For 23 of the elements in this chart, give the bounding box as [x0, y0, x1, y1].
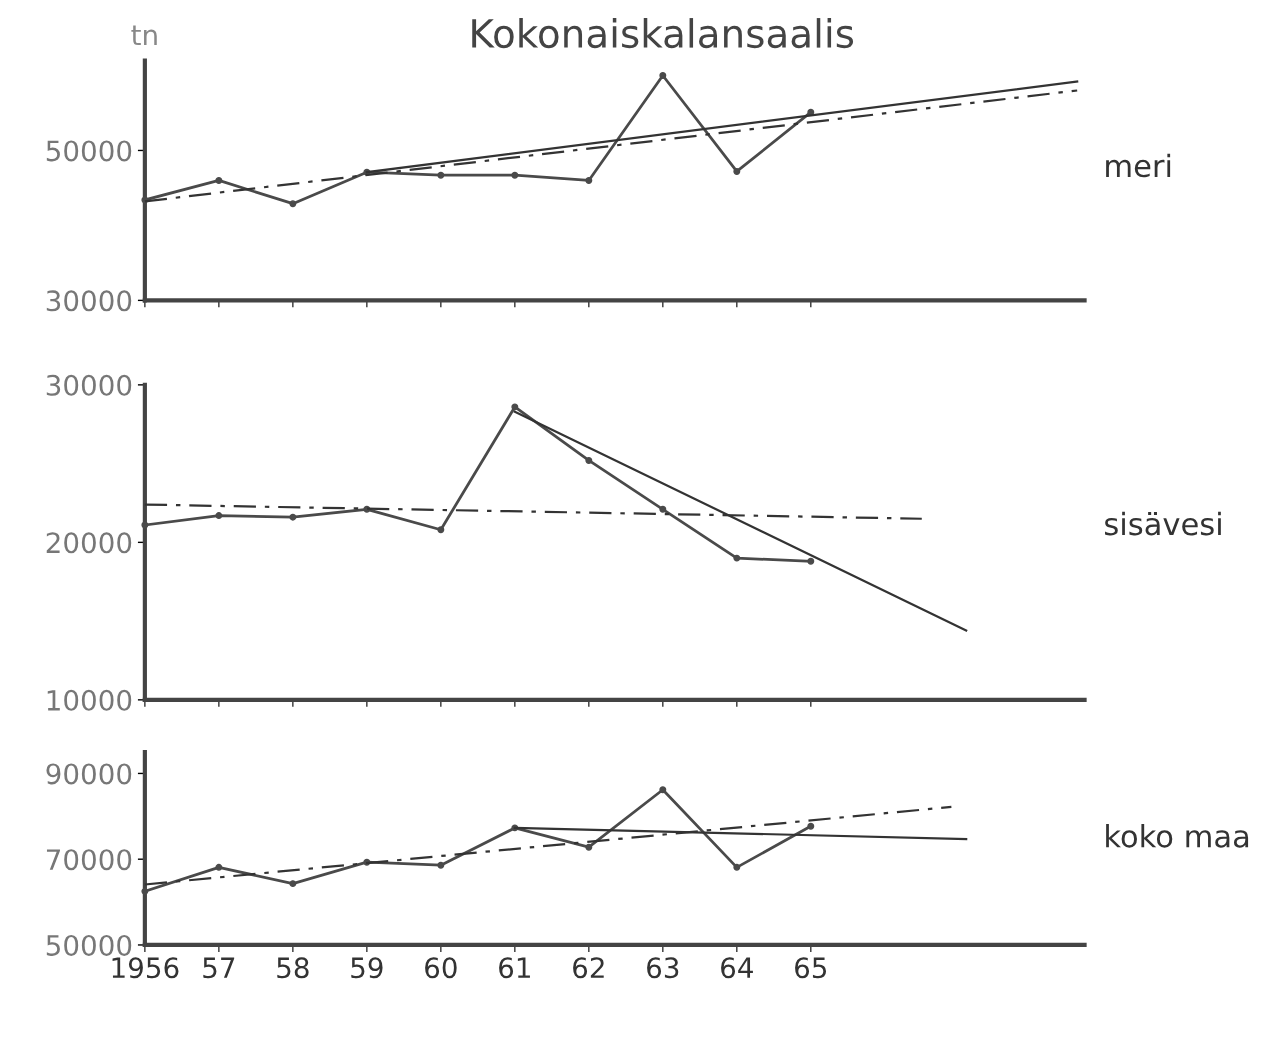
y-tick-label: 30000 [46, 290, 132, 312]
x-tick-label: 1956 [112, 957, 179, 979]
y-tick-label: 10000 [47, 689, 132, 711]
text: meri [1106, 153, 1171, 178]
x-tick-label: 59 [351, 957, 383, 979]
y-tick-label: 70000 [46, 849, 132, 871]
x-tick-label: 63 [647, 957, 679, 979]
y-tick-label: 50000 [46, 934, 132, 956]
text: sisävesi [1105, 511, 1221, 536]
y-tick-label: 50000 [46, 140, 132, 162]
y-tick-label: 90000 [46, 763, 132, 785]
x-tick-label: 65 [795, 957, 827, 979]
y-tick-label: 30000 [46, 374, 132, 396]
chart-title: Kokonaiskalansaalis [472, 18, 854, 49]
x-tick-label: 60 [425, 957, 457, 979]
y-axis-title: tn [131, 25, 157, 46]
x-tick-label: 57 [203, 957, 235, 979]
x-tick-label: 58 [277, 957, 309, 979]
x-tick-label: 61 [499, 957, 530, 979]
x-tick-label: 64 [721, 957, 753, 979]
x-tick-label: 62 [573, 957, 604, 979]
y-tick-label: 20000 [46, 532, 132, 554]
text: koko maa [1106, 824, 1249, 848]
